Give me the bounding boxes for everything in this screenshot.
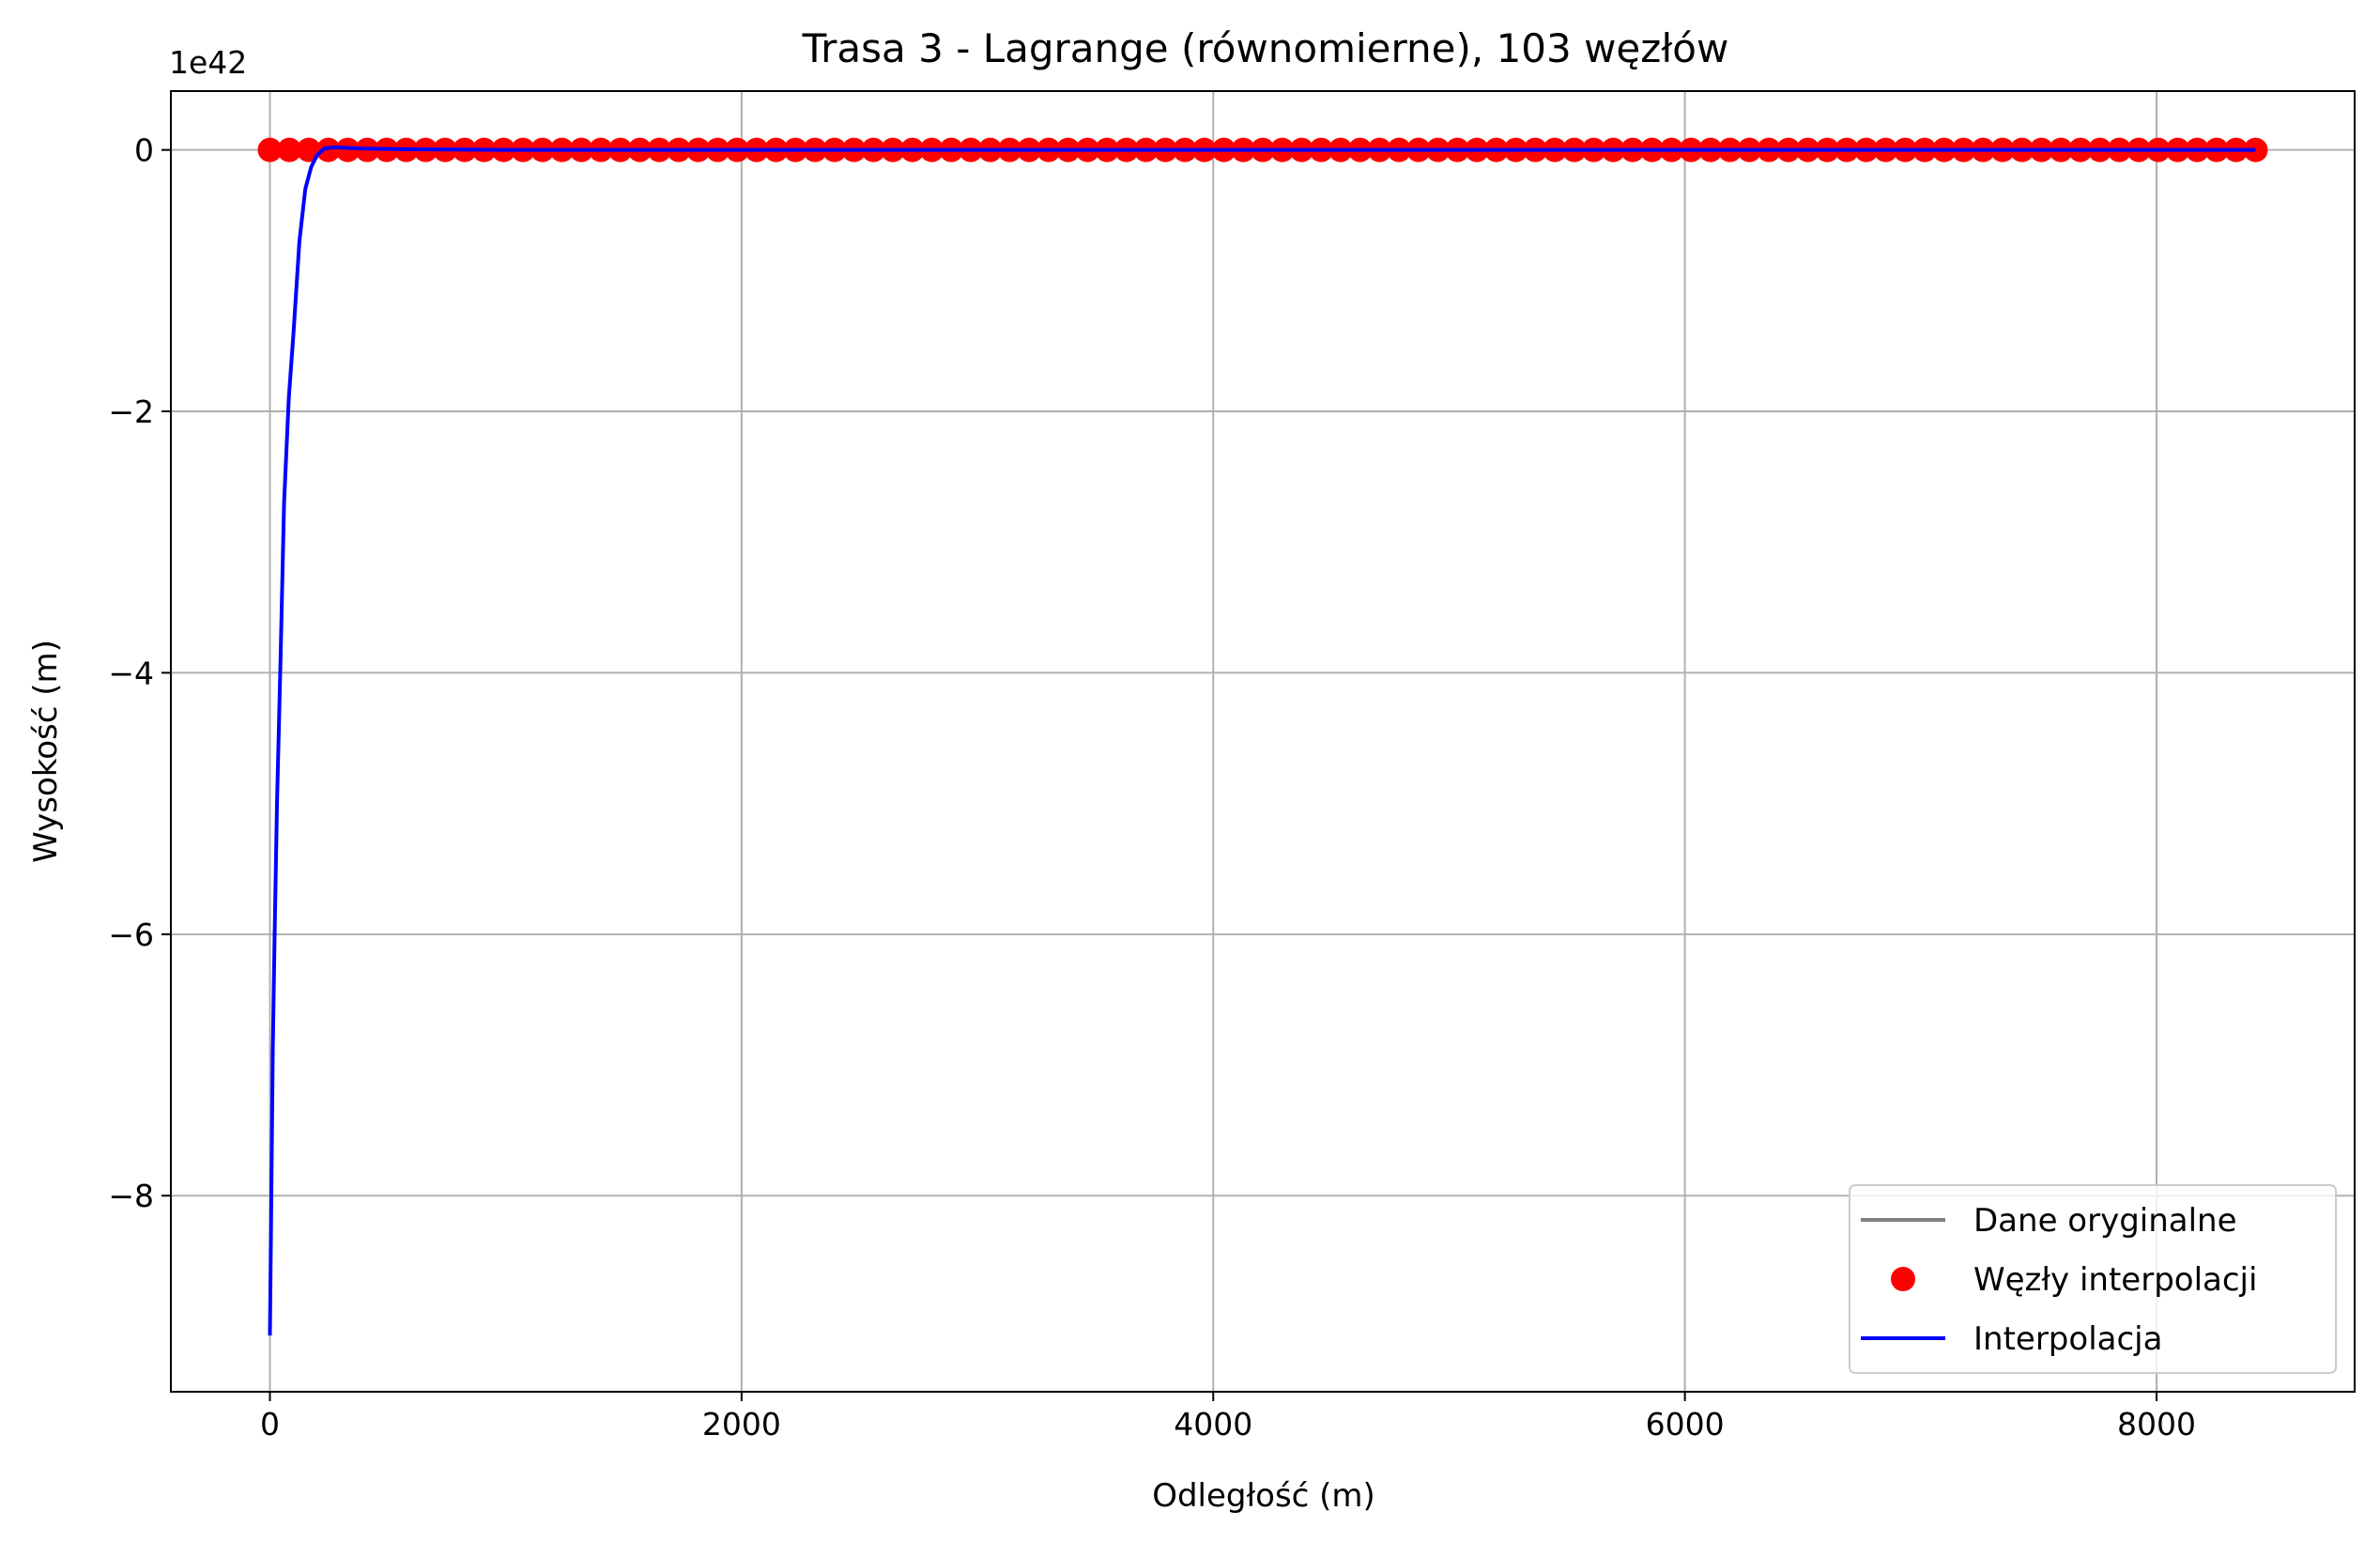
legend-label-nodes: Węzły interpolacji bbox=[1973, 1261, 2257, 1299]
y-tick-label: −8 bbox=[108, 1178, 154, 1214]
chart-title: Trasa 3 - Lagrange (równomierne), 103 wę… bbox=[802, 25, 1729, 71]
y-offset-label: 1e42 bbox=[169, 44, 247, 81]
y-axis-label: Wysokość (m) bbox=[27, 640, 65, 863]
x-tick-label: 0 bbox=[260, 1406, 280, 1442]
x-tick-label: 8000 bbox=[2117, 1406, 2196, 1442]
y-tick-label: −6 bbox=[108, 917, 154, 953]
plot-series bbox=[257, 137, 2268, 1336]
legend-label-original: Dane oryginalne bbox=[1973, 1202, 2237, 1240]
x-axis-label: Odległość (m) bbox=[1152, 1477, 1375, 1515]
x-tick-label: 4000 bbox=[1174, 1406, 1252, 1442]
node-point bbox=[335, 137, 361, 162]
legend-swatch-nodes bbox=[1891, 1267, 1915, 1291]
y-tick-label: −2 bbox=[108, 393, 154, 430]
legend: Dane oryginalne Węzły interpolacji Inter… bbox=[1849, 1184, 2337, 1374]
y-tick-label: 0 bbox=[134, 132, 154, 169]
axis-ticks: 0 2000 4000 6000 8000 0 −2 −4 −6 −8 bbox=[108, 132, 2196, 1442]
node-point bbox=[277, 137, 302, 162]
x-tick-label: 6000 bbox=[1646, 1406, 1725, 1442]
series-line-interpolation bbox=[268, 145, 2256, 1336]
y-tick-label: −4 bbox=[108, 655, 154, 691]
x-tick-label: 2000 bbox=[702, 1406, 781, 1442]
legend-box bbox=[1849, 1184, 2337, 1374]
legend-label-interpolation: Interpolacja bbox=[1973, 1320, 2162, 1358]
plot-area-frame bbox=[170, 90, 2356, 1393]
node-point bbox=[257, 137, 283, 162]
